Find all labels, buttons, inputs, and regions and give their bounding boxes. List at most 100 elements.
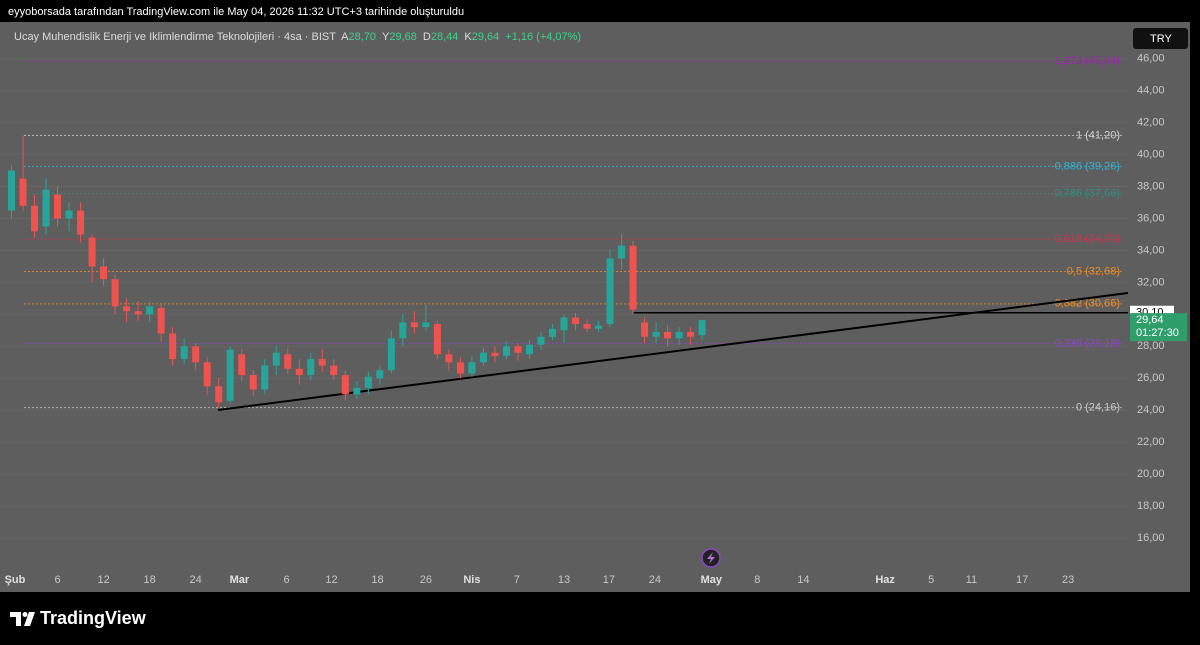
candle-body — [572, 317, 580, 324]
chart-panel — [0, 22, 1190, 592]
x-tick-label: May — [701, 574, 723, 586]
y-tick-label: 16,00 — [1137, 532, 1165, 544]
event-icon[interactable] — [701, 548, 721, 568]
candle-body — [387, 338, 395, 371]
ohlc-label: K — [464, 31, 472, 43]
candle-body — [422, 322, 430, 328]
candle-body — [664, 331, 672, 339]
candle-body — [606, 258, 614, 324]
candle-body — [433, 323, 441, 355]
candle-body — [364, 376, 372, 388]
candle-body — [595, 325, 603, 329]
y-tick-label: 22,00 — [1137, 436, 1165, 448]
x-tick-label: Şub — [5, 574, 26, 586]
y-tick-label: 26,00 — [1137, 372, 1165, 384]
candle-body — [100, 266, 108, 280]
x-tick-label: 14 — [797, 574, 809, 586]
fib-label: 0 (24,16) — [1076, 402, 1120, 414]
button-label[interactable]: TRY — [1150, 33, 1172, 45]
x-tick-label: 11 — [966, 574, 977, 586]
candle-body — [560, 317, 568, 331]
candle-body — [687, 331, 695, 337]
x-tick-label: 18 — [144, 574, 156, 586]
x-tick-label: 8 — [754, 574, 760, 586]
candle-body — [698, 320, 706, 336]
button-bg[interactable] — [1133, 28, 1188, 49]
y-tick-label: 38,00 — [1137, 180, 1165, 192]
logo-dot[interactable] — [22, 612, 28, 617]
candle-body — [514, 346, 522, 353]
candle-body — [399, 322, 407, 339]
candle-body — [583, 323, 591, 329]
candle-body — [272, 352, 280, 366]
fib-label: 0,886 (39,26) — [1055, 160, 1120, 172]
candle-body — [226, 349, 234, 401]
ohlc-value: 28,44 — [431, 31, 459, 43]
candle-body — [468, 362, 476, 374]
fib-label: 0,618 (34,70) — [1055, 233, 1120, 245]
candle-body — [330, 365, 338, 376]
x-tick-label: 24 — [190, 574, 202, 586]
y-tick-label: 24,00 — [1137, 404, 1165, 416]
y-tick-label: 20,00 — [1137, 468, 1165, 480]
candle-body — [445, 354, 453, 363]
x-tick-label: 13 — [558, 574, 570, 586]
candle-body — [410, 322, 418, 328]
candle-body — [307, 359, 315, 376]
y-tick-label: 32,00 — [1137, 276, 1165, 288]
brand[interactable]: TradingView — [10, 608, 147, 628]
fib-label: 0,236 (28,18) — [1055, 337, 1120, 349]
candle-body — [134, 311, 142, 315]
ohlc-label: A — [341, 31, 349, 43]
candle-body — [629, 245, 637, 310]
fib-label: 0,382 (30,66) — [1055, 298, 1120, 310]
fib-label: 0,786 (37,56) — [1055, 187, 1120, 199]
bolt[interactable] — [707, 552, 715, 564]
ohlc-label: D — [423, 31, 431, 43]
candle-body — [295, 368, 303, 376]
candle-body — [261, 365, 269, 390]
candle-body — [88, 237, 96, 267]
candle-body — [65, 210, 73, 219]
fib-label: 0,5 (32,68) — [1067, 265, 1120, 277]
candle-body — [502, 346, 510, 356]
candle-body — [180, 346, 188, 360]
x-tick-label: Haz — [875, 574, 895, 586]
y-tick-label: 40,00 — [1137, 149, 1165, 161]
ohlc-value: 28,70 — [349, 31, 377, 43]
candle-body — [652, 331, 660, 337]
brand-name[interactable]: TradingView — [40, 608, 147, 628]
candle-body — [641, 322, 649, 337]
candle-body — [675, 331, 683, 339]
x-tick-label: 6 — [54, 574, 60, 586]
countdown: 01:27:30 — [1136, 327, 1179, 339]
candle-body — [169, 333, 177, 360]
fib-label: 1,272 (45,84) — [1055, 55, 1120, 67]
last-price-label: 29,64 — [1136, 314, 1164, 326]
y-tick-label: 42,00 — [1137, 117, 1165, 129]
y-tick-label: 46,00 — [1137, 53, 1165, 65]
candle-body — [491, 352, 499, 356]
trend-line — [217, 292, 1129, 411]
logo[interactable] — [10, 612, 35, 626]
candle-body — [42, 189, 50, 227]
candle-body — [123, 306, 131, 312]
last-price-tag — [1130, 313, 1187, 342]
candle-body — [284, 354, 292, 369]
fib-label: 1 (41,20) — [1076, 129, 1120, 141]
candle-body — [8, 170, 16, 211]
change: +1,16 (+4,07%) — [505, 31, 581, 43]
y-tick-label: 28,00 — [1137, 340, 1165, 352]
x-tick-label: 17 — [1016, 574, 1028, 586]
candle-body — [203, 362, 211, 387]
x-tick-label: 12 — [97, 574, 109, 586]
ohlc-value: 29,68 — [389, 31, 417, 43]
x-tick-label: 18 — [371, 574, 383, 586]
candle-body — [376, 370, 384, 379]
candle-body — [318, 359, 326, 366]
currency-button[interactable]: TRY — [1133, 28, 1188, 49]
candle-body — [618, 245, 626, 259]
candle-body — [54, 194, 62, 219]
symbol-legend: Ucay Muhendislik Enerji ve Iklimlendirme… — [14, 31, 581, 43]
